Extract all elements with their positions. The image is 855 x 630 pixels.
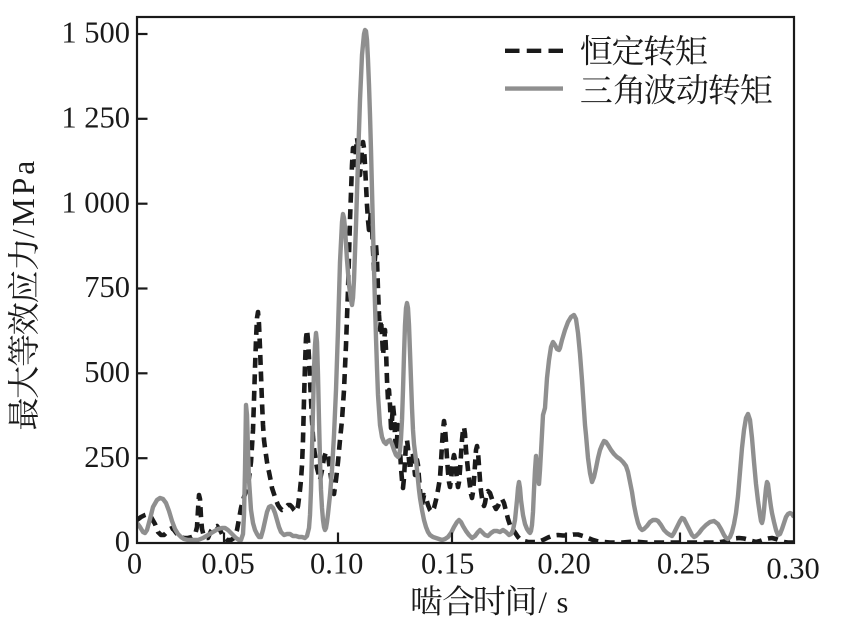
svg-text:/MPa: /MPa — [6, 158, 41, 238]
svg-text:0.25: 0.25 — [657, 547, 710, 581]
svg-text:500: 500 — [84, 355, 130, 389]
svg-text:/: / — [539, 586, 548, 620]
svg-text:s: s — [557, 586, 569, 620]
svg-text:250: 250 — [84, 440, 130, 474]
svg-text:1 000: 1 000 — [61, 185, 130, 219]
svg-text:0.10: 0.10 — [310, 547, 363, 581]
svg-text:0.30: 0.30 — [766, 552, 819, 586]
svg-text:0: 0 — [115, 525, 130, 559]
svg-text:750: 750 — [84, 270, 130, 304]
svg-text:0: 0 — [127, 547, 142, 581]
svg-text:0.15: 0.15 — [421, 547, 474, 581]
svg-text:1 250: 1 250 — [61, 101, 130, 135]
svg-text:0.20: 0.20 — [537, 547, 590, 581]
svg-text:1 500: 1 500 — [61, 16, 130, 50]
svg-text:0.05: 0.05 — [201, 547, 254, 581]
